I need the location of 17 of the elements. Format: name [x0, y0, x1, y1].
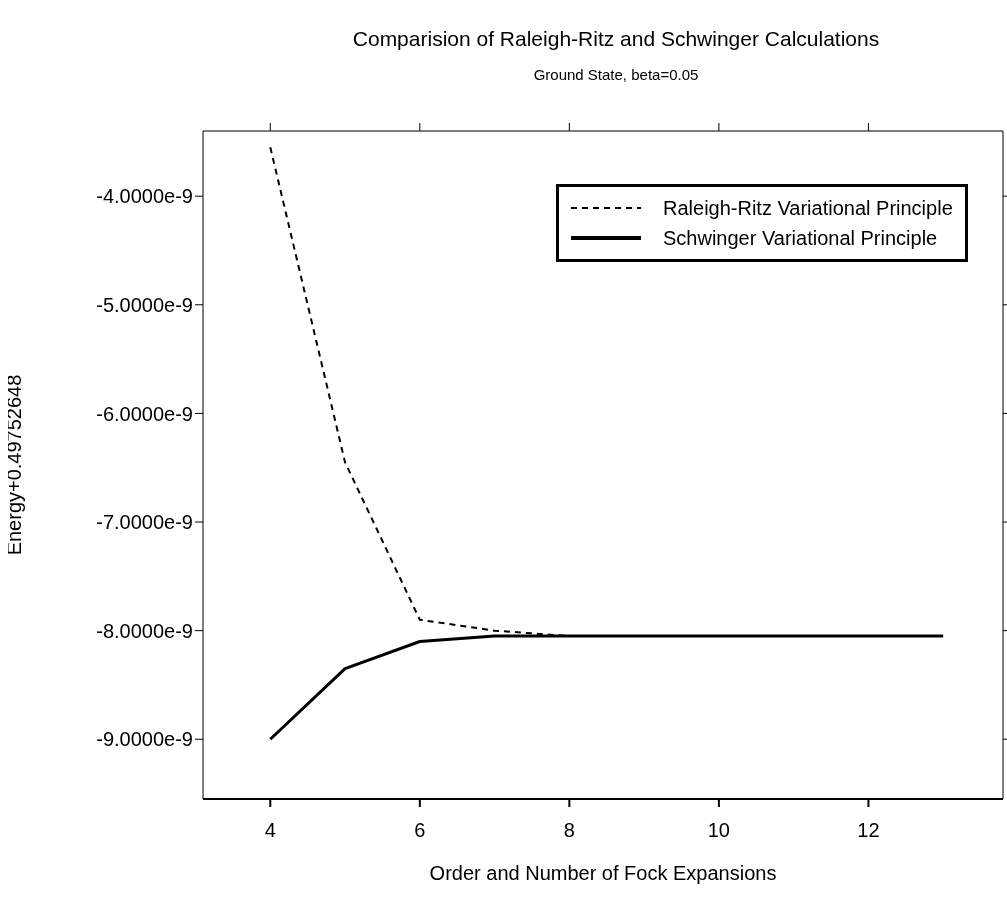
x-tick-label: 8	[563, 819, 575, 842]
y-tick-label: -7.0000e-9	[96, 511, 193, 534]
x-tick-label: 12	[857, 819, 880, 842]
y-tick-label: -6.0000e-9	[96, 402, 193, 425]
chart-title: Comparision of Raleigh-Ritz and Schwinger Calculations	[352, 27, 880, 50]
y-tick-label: -5.0000e-9	[96, 293, 193, 316]
x-tick-label: 10	[707, 819, 731, 842]
x-axis-title: Order and Number of Fock Expansions	[429, 862, 777, 884]
legend-label: Schwinger Variational Principle	[663, 226, 938, 250]
x-tick-label: 6	[414, 819, 426, 842]
y-tick-label: -4.0000e-9	[96, 185, 193, 208]
y-axis-title: Energy+0.49752648	[3, 374, 26, 556]
legend-label: Raleigh-Ritz Variational Principle	[663, 196, 953, 220]
chart-subtitle: Ground State, beta=0.05	[533, 66, 699, 83]
y-tick-label: -8.0000e-9	[96, 619, 193, 642]
y-tick-label: -9.0000e-9	[96, 728, 193, 751]
x-tick-label: 4	[264, 819, 276, 842]
